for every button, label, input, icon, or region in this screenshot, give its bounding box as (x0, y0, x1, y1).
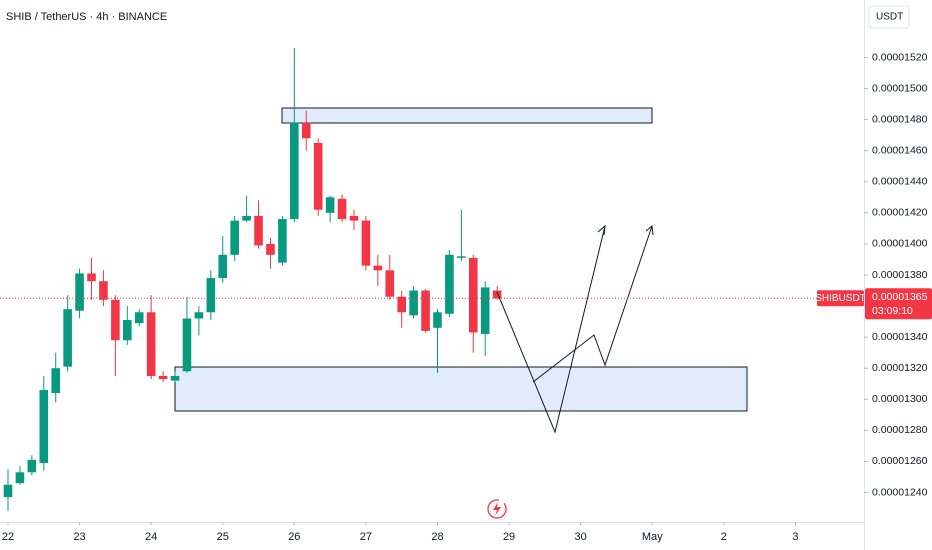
y-tick-label: 0.00001380 (872, 269, 928, 281)
projection-path (532, 225, 653, 383)
x-tick-label: 26 (288, 531, 300, 543)
candle-body (385, 270, 395, 297)
currency-label: USDT (876, 12, 903, 23)
countdown-label: 03:09:10 (872, 305, 913, 317)
symbol-label: SHIBUSDT (815, 293, 866, 304)
candle-body (99, 281, 108, 300)
candle-body (51, 368, 61, 394)
candle-body (242, 215, 251, 221)
candle-body (27, 459, 37, 473)
candle-body (480, 287, 490, 335)
symbol-label-box (817, 290, 864, 307)
y-tick-label: 0.00001500 (872, 82, 928, 94)
candle-body (397, 296, 406, 313)
x-tick-label: 27 (360, 531, 372, 543)
candle-body (170, 375, 180, 381)
x-tick-label: 22 (2, 531, 14, 543)
x-tick-label: 3 (792, 531, 798, 543)
y-tick-label: 0.00001460 (872, 144, 928, 156)
x-tick-label: 28 (431, 531, 443, 543)
candle-body (254, 215, 263, 246)
candle-body (194, 312, 204, 319)
x-tick-label: 24 (145, 531, 157, 543)
candle-body (182, 318, 192, 372)
candle-body (15, 472, 25, 484)
candle-body (218, 254, 228, 279)
candle-body (266, 243, 275, 255)
y-tick-label: 0.00001280 (872, 424, 928, 436)
candle-body (146, 312, 156, 376)
candles (3, 48, 502, 512)
candle-body (87, 273, 96, 282)
candle-body (3, 484, 13, 498)
candle-body (468, 257, 478, 333)
candle-body (230, 220, 239, 255)
y-tick-label: 0.00001260 (872, 455, 928, 467)
candle-body (325, 197, 335, 213)
last-price-label: 0.00001365 (872, 291, 928, 303)
candle-body (134, 312, 144, 324)
candle-body (158, 375, 168, 380)
candle-body (337, 198, 347, 220)
x-tick-label: 23 (73, 531, 85, 543)
x-tick-label: 29 (503, 531, 515, 543)
y-tick-label: 0.00001400 (872, 238, 928, 250)
x-tick-label: May (642, 531, 663, 543)
arrow-head (597, 224, 606, 236)
arrow-head (645, 225, 654, 236)
candle-body (492, 290, 502, 299)
candle-body (63, 309, 72, 367)
y-tick-label: 0.00001320 (872, 362, 928, 374)
candle-body (349, 215, 359, 221)
currency-box[interactable] (868, 5, 910, 29)
supply-zone (281, 107, 653, 124)
y-tick-label: 0.00001520 (872, 51, 928, 63)
candle-body (75, 273, 84, 311)
x-tick-label: 2 (721, 531, 727, 543)
projection-path (496, 225, 606, 434)
candle-body (301, 122, 311, 139)
last-price-box (865, 288, 932, 320)
candle-body (290, 122, 299, 220)
candle-body (111, 299, 120, 341)
candle-body (278, 219, 287, 263)
candle-body (409, 290, 418, 316)
x-tick-label: 30 (575, 531, 587, 543)
logo (487, 499, 507, 519)
demand-zone (174, 366, 748, 412)
y-tick-label: 0.00001420 (872, 207, 928, 219)
candle-body (123, 320, 132, 341)
candle-body (433, 312, 442, 328)
candle-body (445, 254, 454, 314)
candle-body (313, 142, 323, 210)
chart-title: SHIB / TetherUS · 4h · BINANCE (6, 11, 167, 23)
candle-body (373, 265, 383, 271)
candle-body (39, 389, 49, 463)
y-tick-label: 0.00001340 (872, 331, 928, 343)
candle-body (361, 220, 371, 266)
y-tick-label: 0.00001300 (872, 393, 928, 405)
y-tick-label: 0.00001480 (872, 113, 928, 125)
candle-body (421, 290, 430, 331)
x-tick-label: 25 (217, 531, 229, 543)
y-tick-label: 0.00001240 (872, 486, 928, 498)
y-tick-label: 0.00001440 (872, 176, 928, 188)
candle-body (206, 278, 216, 313)
candle-body (457, 256, 466, 258)
